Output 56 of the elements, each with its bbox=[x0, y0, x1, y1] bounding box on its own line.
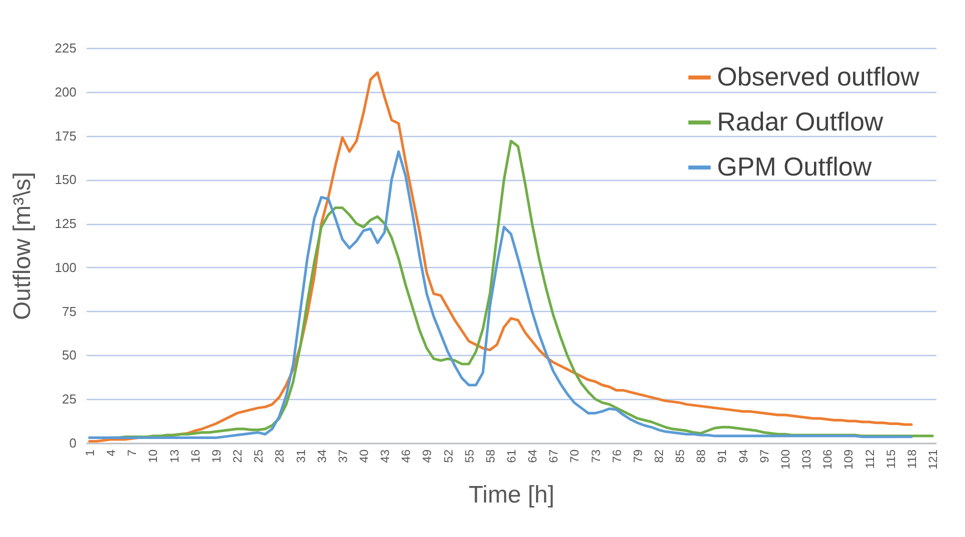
x-tick-label: 70 bbox=[568, 449, 582, 463]
x-tick-label: 55 bbox=[462, 449, 476, 463]
x-tick-label: 103 bbox=[800, 449, 814, 470]
x-tick-label: 73 bbox=[588, 449, 603, 463]
y-tick-label: 50 bbox=[62, 348, 76, 363]
x-tick-label: 52 bbox=[441, 449, 456, 463]
x-tick-label: 88 bbox=[694, 449, 708, 463]
x-tick-label: 85 bbox=[673, 449, 688, 463]
y-tick-label: 125 bbox=[54, 216, 76, 232]
x-tick-label: 64 bbox=[526, 449, 540, 463]
legend-label: Radar Outflow bbox=[717, 106, 884, 136]
x-tick-label: 13 bbox=[167, 449, 182, 463]
y-tick-label: 75 bbox=[62, 304, 76, 319]
x-tick-label: 40 bbox=[356, 449, 371, 463]
x-tick-label: 115 bbox=[884, 449, 898, 469]
x-tick-label: 43 bbox=[378, 449, 392, 463]
x-tick-label: 121 bbox=[926, 449, 940, 470]
x-tick-label: 106 bbox=[820, 449, 835, 470]
x-tick-label: 91 bbox=[715, 449, 730, 463]
y-tick-label: 200 bbox=[54, 84, 76, 100]
x-tick-label: 79 bbox=[630, 449, 645, 463]
x-tick-label: 58 bbox=[483, 449, 498, 463]
x-tick-label: 22 bbox=[230, 449, 245, 463]
x-tick-label: 7 bbox=[125, 449, 140, 456]
y-tick-label: 225 bbox=[54, 40, 76, 56]
legend-label: Observed outflow bbox=[717, 62, 920, 92]
x-tick-label: 82 bbox=[652, 449, 666, 463]
y-tick-label: 175 bbox=[54, 128, 76, 144]
x-tick-label: 76 bbox=[610, 449, 624, 463]
x-tick-label: 25 bbox=[252, 449, 266, 463]
x-tick-label: 112 bbox=[862, 449, 877, 469]
y-axis-title: Outflow [m³\s] bbox=[8, 172, 36, 320]
x-tick-label: 46 bbox=[399, 449, 414, 463]
x-tick-label: 94 bbox=[736, 449, 750, 463]
y-tick-label: 100 bbox=[54, 260, 76, 275]
x-tick-label: 49 bbox=[420, 449, 434, 463]
x-tick-label: 31 bbox=[294, 449, 308, 463]
x-tick-label: 97 bbox=[757, 449, 772, 463]
x-tick-label: 118 bbox=[904, 449, 919, 469]
x-tick-label: 19 bbox=[209, 449, 224, 463]
x-tick-label: 16 bbox=[188, 449, 202, 463]
x-tick-label: 67 bbox=[546, 449, 561, 463]
x-tick-label: 100 bbox=[778, 449, 792, 470]
y-tick-label: 150 bbox=[54, 172, 76, 188]
x-axis-title: Time [h] bbox=[468, 482, 554, 509]
legend-label: GPM Outflow bbox=[717, 152, 872, 182]
x-tick-label: 28 bbox=[272, 449, 287, 463]
y-tick-label: 25 bbox=[62, 392, 76, 407]
x-tick-label: 34 bbox=[314, 449, 329, 463]
x-tick-label: 1 bbox=[83, 449, 98, 456]
y-tick-label: 0 bbox=[69, 436, 76, 450]
x-tick-label: 37 bbox=[336, 449, 350, 463]
x-tick-label: 10 bbox=[146, 449, 160, 463]
x-tick-label: 109 bbox=[842, 449, 856, 470]
x-tick-label: 4 bbox=[104, 449, 118, 456]
x-tick-label: 61 bbox=[504, 449, 518, 463]
